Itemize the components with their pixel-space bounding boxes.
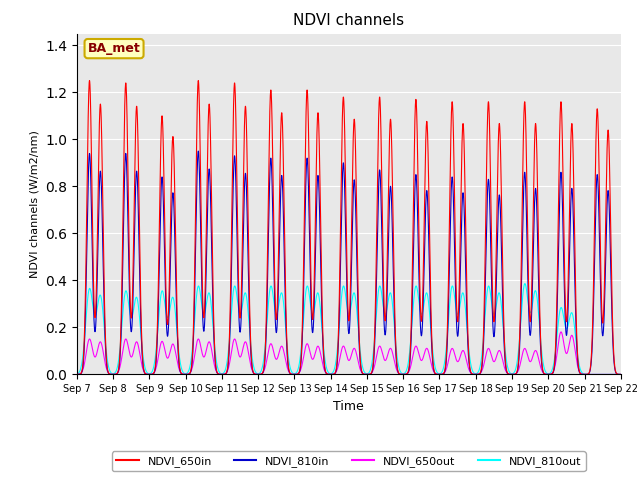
- X-axis label: Time: Time: [333, 400, 364, 413]
- Y-axis label: NDVI channels (W/m2/nm): NDVI channels (W/m2/nm): [29, 130, 40, 278]
- Title: NDVI channels: NDVI channels: [293, 13, 404, 28]
- Legend: NDVI_650in, NDVI_810in, NDVI_650out, NDVI_810out: NDVI_650in, NDVI_810in, NDVI_650out, NDV…: [112, 451, 586, 471]
- Text: BA_met: BA_met: [88, 42, 140, 55]
